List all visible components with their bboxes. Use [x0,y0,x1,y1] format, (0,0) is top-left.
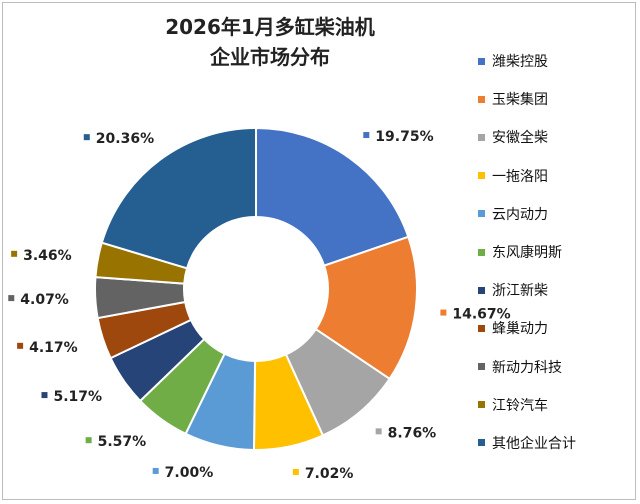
legend: 潍柴控股玉柴集团安徽全柴一拖洛阳云内动力东风康明斯浙江新柴蜂巢动力新动力科技江铃… [478,42,628,462]
data-label-10: 3.46% [11,248,72,264]
data-label-6: 5.57% [85,434,147,450]
donut-slices [94,126,418,451]
legend-label-10: 江铃汽车 [492,397,548,414]
data-label-marker-11 [83,134,90,141]
legend-swatch-3 [478,133,485,141]
data-label-5: 7.00% [152,465,214,481]
legend-item-5: 云内动力 [478,195,628,233]
data-label-marker-2 [440,309,447,316]
legend-item-8: 蜂巢动力 [478,309,628,347]
legend-item-6: 东风康明斯 [478,233,628,271]
data-label-4: 7.02% [292,466,354,482]
data-label-text-9: 4.07% [20,292,69,308]
chart-title-line-1: 2026年1月多缸柴油机 [165,15,375,39]
legend-label-4: 一拖洛阳 [492,168,548,185]
data-label-text-2: 14.67% [452,307,510,323]
legend-label-6: 东风康明斯 [492,245,562,262]
data-label-11: 20.36% [83,131,154,147]
legend-swatch-6 [478,248,485,256]
data-label-marker-5 [152,467,159,474]
data-label-text-1: 19.75% [375,129,433,145]
data-label-text-7: 5.17% [53,389,102,405]
data-label-marker-6 [85,437,92,444]
legend-item-2: 玉柴集团 [478,80,628,118]
legend-swatch-5 [478,210,485,218]
data-label-text-8: 4.17% [29,340,78,356]
data-label-3: 8.76% [375,425,437,441]
legend-item-10: 江铃汽车 [478,386,628,424]
legend-label-8: 蜂巢动力 [492,321,548,338]
legend-item-1: 潍柴控股 [478,42,628,80]
chart-title-line-2: 企业市场分布 [210,45,330,69]
legend-label-3: 安徽全柴 [492,130,548,147]
legend-swatch-7 [478,286,485,294]
data-label-text-6: 5.57% [98,434,147,450]
data-label-marker-1 [363,132,370,139]
data-label-text-3: 8.76% [388,425,437,441]
legend-label-9: 新动力科技 [492,359,562,376]
legend-swatch-2 [478,95,485,103]
data-label-8: 4.17% [17,340,78,356]
legend-swatch-9 [478,363,485,371]
donut-slice-11 [100,126,257,270]
legend-swatch-11 [478,439,485,447]
data-label-marker-4 [292,468,299,475]
legend-item-4: 一拖洛阳 [478,157,628,195]
data-label-9: 4.07% [8,292,69,308]
data-label-marker-7 [41,392,48,399]
data-label-2: 14.67% [440,307,511,323]
data-label-text-11: 20.36% [96,131,154,147]
data-label-text-5: 7.00% [165,465,214,481]
legend-swatch-1 [478,57,485,65]
donut-slice-1 [255,126,410,267]
data-label-text-4: 7.02% [305,466,354,482]
data-label-marker-10 [11,250,18,257]
data-label-marker-9 [8,295,15,302]
data-labels: 19.75% 14.67% 8.76% 7.02% 7.00% 5.57% 5.17% 4.1… [8,129,511,482]
legend-swatch-10 [478,401,485,409]
legend-item-11: 其他企业合计 [478,424,628,462]
data-label-1: 19.75% [363,129,434,145]
data-label-text-10: 3.46% [23,248,72,264]
chart-title: 2026年1月多缸柴油机 企业市场分布 [110,12,430,72]
legend-item-3: 安徽全柴 [478,118,628,156]
legend-swatch-8 [478,324,485,332]
legend-label-5: 云内动力 [492,206,548,223]
data-label-marker-8 [17,342,24,349]
data-label-7: 5.17% [41,389,102,405]
donut-slice-2 [314,235,418,381]
legend-label-2: 玉柴集团 [492,92,548,109]
legend-label-11: 其他企业合计 [492,435,576,452]
legend-label-7: 浙江新柴 [492,283,548,300]
data-label-marker-3 [375,428,382,435]
legend-label-1: 潍柴控股 [492,54,548,71]
legend-item-9: 新动力科技 [478,348,628,386]
legend-item-7: 浙江新柴 [478,271,628,309]
legend-swatch-4 [478,172,485,180]
